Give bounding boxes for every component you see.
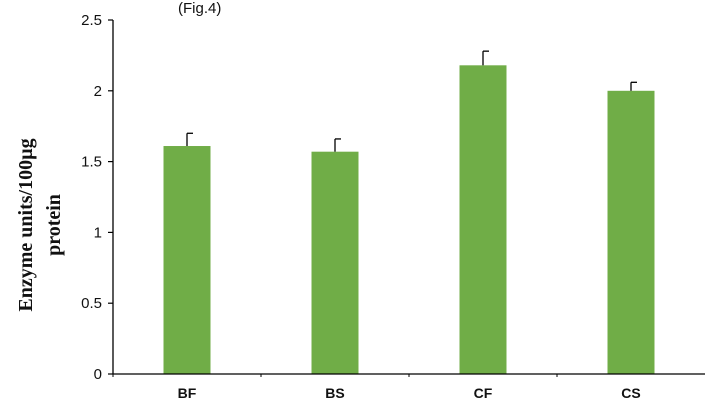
chart-title-fragment: (Fig.4) bbox=[178, 0, 221, 17]
y-tick-label: 1.5 bbox=[81, 154, 102, 171]
plot-area bbox=[163, 50, 655, 375]
bar-bs bbox=[311, 151, 359, 374]
y-axis-title-line1: Enzyme units/100µg bbox=[15, 138, 37, 311]
y-tick-label: 0.5 bbox=[81, 295, 102, 312]
x-tick-label-bf: BF bbox=[178, 385, 197, 401]
x-axis: BF BS CF CS bbox=[112, 373, 705, 401]
y-axis-title-line2: protein bbox=[43, 194, 65, 256]
x-tick-label-cf: CF bbox=[474, 385, 493, 401]
x-tick-label-bs: BS bbox=[325, 385, 344, 401]
bar-cf bbox=[459, 65, 507, 374]
y-axis: 0 0.5 1 1.5 2 2.5 bbox=[81, 12, 114, 383]
bar-bf bbox=[163, 146, 211, 374]
y-tick-label: 0 bbox=[94, 366, 102, 383]
x-tick-label-cs: CS bbox=[621, 385, 640, 401]
y-tick-label: 2 bbox=[94, 83, 102, 100]
bar-cs bbox=[607, 90, 655, 375]
y-tick-label: 1 bbox=[94, 224, 102, 241]
y-tick-label: 2.5 bbox=[81, 12, 102, 29]
